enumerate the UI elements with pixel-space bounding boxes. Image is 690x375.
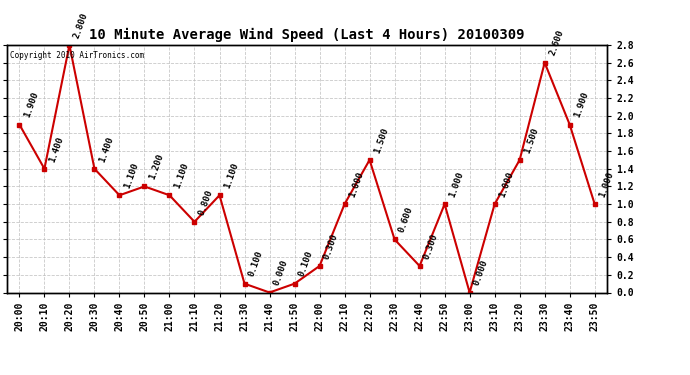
Title: 10 Minute Average Wind Speed (Last 4 Hours) 20100309: 10 Minute Average Wind Speed (Last 4 Hou… bbox=[89, 28, 525, 42]
Text: 1.100: 1.100 bbox=[172, 161, 190, 190]
Text: 1.400: 1.400 bbox=[47, 135, 65, 163]
Text: 0.100: 0.100 bbox=[247, 250, 265, 278]
Text: 1.500: 1.500 bbox=[373, 126, 390, 154]
Text: 1.000: 1.000 bbox=[447, 170, 465, 198]
Text: 2.800: 2.800 bbox=[72, 11, 90, 39]
Text: 1.900: 1.900 bbox=[573, 91, 590, 119]
Text: 1.000: 1.000 bbox=[347, 170, 365, 198]
Text: 0.000: 0.000 bbox=[273, 259, 290, 287]
Text: 1.500: 1.500 bbox=[522, 126, 540, 154]
Text: 1.900: 1.900 bbox=[22, 91, 40, 119]
Text: 1.100: 1.100 bbox=[122, 161, 140, 190]
Text: 1.200: 1.200 bbox=[147, 153, 165, 181]
Text: 1.000: 1.000 bbox=[497, 170, 515, 198]
Text: 0.300: 0.300 bbox=[422, 232, 440, 260]
Text: 0.800: 0.800 bbox=[197, 188, 215, 216]
Text: Copyright 2010 AirTronics.com: Copyright 2010 AirTronics.com bbox=[10, 51, 144, 60]
Text: 1.100: 1.100 bbox=[222, 161, 240, 190]
Text: 1.000: 1.000 bbox=[598, 170, 615, 198]
Text: 0.600: 0.600 bbox=[397, 206, 415, 234]
Text: 0.300: 0.300 bbox=[322, 232, 340, 260]
Text: 1.400: 1.400 bbox=[97, 135, 115, 163]
Text: 0.100: 0.100 bbox=[297, 250, 315, 278]
Text: 2.600: 2.600 bbox=[547, 29, 565, 57]
Text: 0.000: 0.000 bbox=[473, 259, 490, 287]
